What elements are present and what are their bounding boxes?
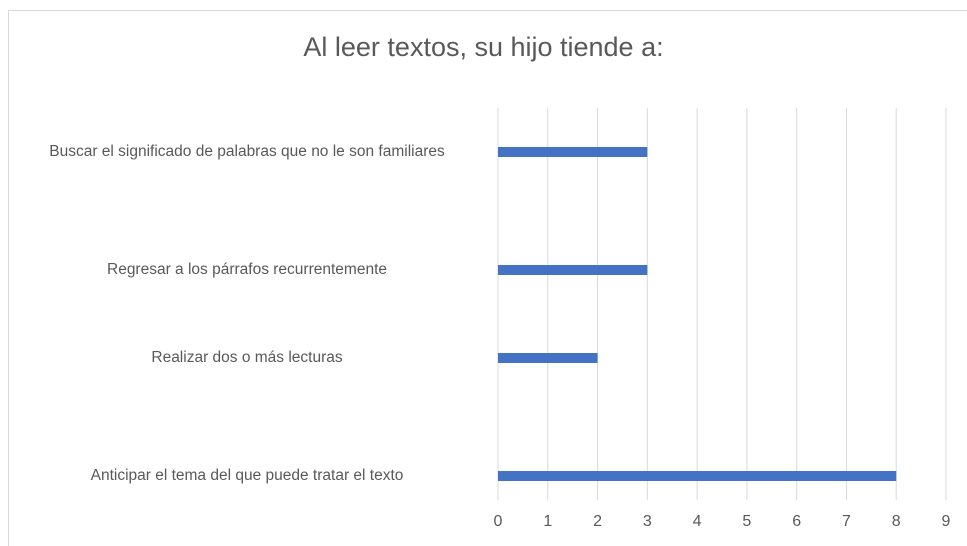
x-tick-label: 0 [494, 513, 503, 530]
x-tick-label: 6 [792, 513, 801, 530]
x-tick-label: 2 [593, 513, 602, 530]
bar [498, 265, 648, 275]
y-tick-label: Buscar el significado de palabras que no… [49, 143, 445, 160]
x-tick-label: 4 [693, 513, 702, 530]
x-tick-label: 9 [942, 513, 951, 530]
chart-title: Al leer textos, su hijo tiende a: [303, 32, 664, 62]
y-tick-label: Realizar dos o más lecturas [151, 349, 343, 366]
bar [498, 147, 648, 157]
x-tick-label: 7 [842, 513, 851, 530]
x-tick-label: 8 [892, 513, 901, 530]
chart-border [8, 10, 967, 546]
x-tick-label: 1 [543, 513, 552, 530]
y-tick-label: Anticipar el tema del que puede tratar e… [90, 467, 404, 484]
x-tick-label: 5 [742, 513, 751, 530]
y-tick-label: Regresar a los párrafos recurrentemente [107, 261, 387, 278]
bar [498, 471, 897, 481]
x-tick-label: 3 [643, 513, 652, 530]
bar [498, 353, 598, 363]
